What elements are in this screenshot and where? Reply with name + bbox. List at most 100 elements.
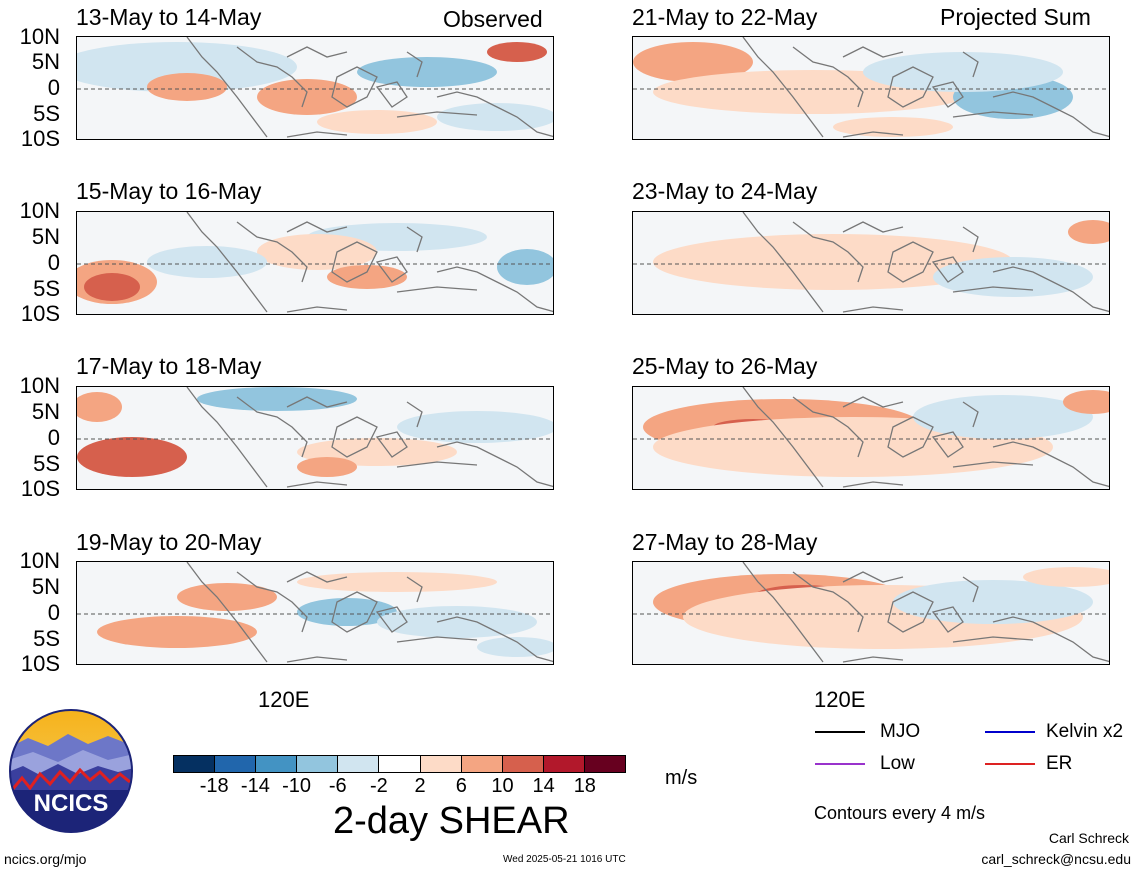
legend-mjo-label: MJO bbox=[880, 721, 921, 742]
lat-0: 0 bbox=[47, 425, 60, 450]
colorbar-tick-label: -18 bbox=[199, 775, 229, 797]
shear-anomaly-region bbox=[77, 42, 297, 92]
shear-anomaly-region bbox=[1068, 220, 1109, 244]
shear-anomaly-region bbox=[1063, 390, 1109, 414]
shear-anomaly-region bbox=[893, 580, 1093, 624]
lat-5s: 5S bbox=[33, 101, 60, 126]
lat-10s: 10S bbox=[20, 301, 60, 326]
lat-10n: 10N bbox=[19, 373, 60, 398]
shear-anomaly-region bbox=[177, 583, 277, 611]
shear-field bbox=[77, 387, 553, 489]
colorbar-unit: m/s bbox=[665, 767, 698, 789]
lon-label-right: 120E bbox=[814, 687, 866, 712]
shear-anomaly-region bbox=[257, 234, 377, 270]
shear-anomaly-region bbox=[257, 79, 357, 115]
lat-5n: 5N bbox=[31, 574, 60, 599]
colorbar-swatch bbox=[584, 756, 626, 772]
colorbar-tick-label: 18 bbox=[573, 775, 596, 797]
map-panel-right-2 bbox=[632, 211, 1110, 315]
map-panel-left-2 bbox=[76, 211, 554, 315]
map-panel-left-3 bbox=[76, 386, 554, 490]
lat-5s: 5S bbox=[33, 626, 60, 651]
shear-anomaly-region bbox=[1023, 567, 1109, 587]
footer-timestamp: Wed 2025-05-21 1016 UTC bbox=[503, 854, 626, 865]
shear-anomaly-region bbox=[397, 411, 553, 443]
lat-5n: 5N bbox=[31, 49, 60, 74]
shear-field bbox=[633, 37, 1109, 139]
colorbar-tick-label: -6 bbox=[328, 775, 347, 797]
shear-anomaly-region bbox=[863, 52, 1063, 92]
colorbar-swatch bbox=[502, 756, 544, 772]
panel-title-right-4: 27-May to 28-May bbox=[632, 529, 818, 555]
shear-anomaly-region bbox=[297, 457, 357, 477]
lat-5s: 5S bbox=[33, 451, 60, 476]
shear-anomaly-region bbox=[147, 73, 227, 101]
legend-kelvin-line bbox=[985, 731, 1035, 733]
lat-5n: 5N bbox=[31, 224, 60, 249]
shear-anomaly-region bbox=[97, 616, 257, 648]
ncics-logo: NCICS bbox=[8, 708, 134, 834]
colorbar-tick-label: 2 bbox=[414, 775, 426, 797]
logo-text: NCICS bbox=[34, 790, 109, 817]
coastline bbox=[742, 562, 1109, 663]
legend-low-line bbox=[815, 763, 865, 765]
colorbar-tick-label: 6 bbox=[455, 775, 467, 797]
shear-anomaly-region bbox=[327, 265, 407, 289]
lat-5s: 5S bbox=[33, 276, 60, 301]
map-panel-right-3 bbox=[632, 386, 1110, 490]
panel-title-left-3: 17-May to 18-May bbox=[76, 353, 262, 379]
projected-header: Projected Sum bbox=[940, 4, 1091, 30]
shear-field bbox=[633, 212, 1109, 314]
panel-title-right-1: 21-May to 22-May bbox=[632, 4, 818, 30]
shear-anomaly-region bbox=[633, 42, 753, 82]
lat-5n: 5N bbox=[31, 399, 60, 424]
colorbar-tick-label: -14 bbox=[240, 775, 270, 797]
legend-low-label: Low bbox=[880, 753, 915, 774]
coastline bbox=[742, 212, 1109, 313]
panel-title-left-1: 13-May to 14-May bbox=[76, 4, 262, 30]
colorbar-swatch bbox=[379, 756, 421, 772]
legend-er-line bbox=[985, 763, 1035, 765]
panel-title-left-2: 15-May to 16-May bbox=[76, 178, 262, 204]
colorbar-swatch bbox=[338, 756, 380, 772]
colorbar-swatch bbox=[297, 756, 339, 772]
map-panel-left-1 bbox=[76, 36, 554, 140]
lat-10n: 10N bbox=[19, 198, 60, 223]
shear-field bbox=[77, 212, 553, 314]
colorbar-tick-label: -2 bbox=[370, 775, 388, 797]
colorbar-swatch bbox=[420, 756, 462, 772]
panel-title-right-2: 23-May to 24-May bbox=[632, 178, 818, 204]
lat-0: 0 bbox=[47, 250, 60, 275]
shear-anomaly-region bbox=[77, 392, 122, 422]
footer-email: carl_schreck@ncsu.edu bbox=[981, 851, 1131, 867]
lat-10s: 10S bbox=[20, 651, 60, 676]
contour-note: Contours every 4 m/s bbox=[814, 803, 986, 823]
shear-field bbox=[633, 562, 1109, 664]
legend-er-label: ER bbox=[1046, 753, 1073, 774]
colorbar-tick-label: 14 bbox=[532, 775, 555, 797]
lat-0: 0 bbox=[47, 600, 60, 625]
colorbar-swatch bbox=[174, 756, 216, 772]
legend-kelvin-label: Kelvin x2 bbox=[1046, 721, 1124, 742]
shear-anomaly-region bbox=[84, 273, 140, 301]
shear-anomaly-region bbox=[833, 117, 953, 137]
shear-field bbox=[77, 37, 553, 139]
observed-header: Observed bbox=[443, 6, 543, 32]
coastline bbox=[186, 562, 553, 663]
legend-mjo-line bbox=[815, 731, 865, 733]
shear-anomaly-region bbox=[357, 57, 497, 87]
colorbar bbox=[173, 755, 626, 773]
panel-title-left-4: 19-May to 20-May bbox=[76, 529, 262, 555]
shear-anomaly-region bbox=[147, 246, 267, 278]
shear-anomaly-region bbox=[477, 637, 553, 657]
coastline bbox=[186, 37, 553, 138]
map-panel-right-1 bbox=[632, 36, 1110, 140]
shear-anomaly-region bbox=[653, 234, 1013, 290]
colorbar-tick-label: -10 bbox=[282, 775, 311, 797]
coastline bbox=[742, 37, 1109, 138]
shear-anomaly-region bbox=[197, 387, 357, 411]
coastline bbox=[186, 212, 553, 313]
colorbar-swatch bbox=[461, 756, 503, 772]
panel-title-right-3: 25-May to 26-May bbox=[632, 353, 818, 379]
shear-anomaly-region bbox=[437, 103, 553, 131]
